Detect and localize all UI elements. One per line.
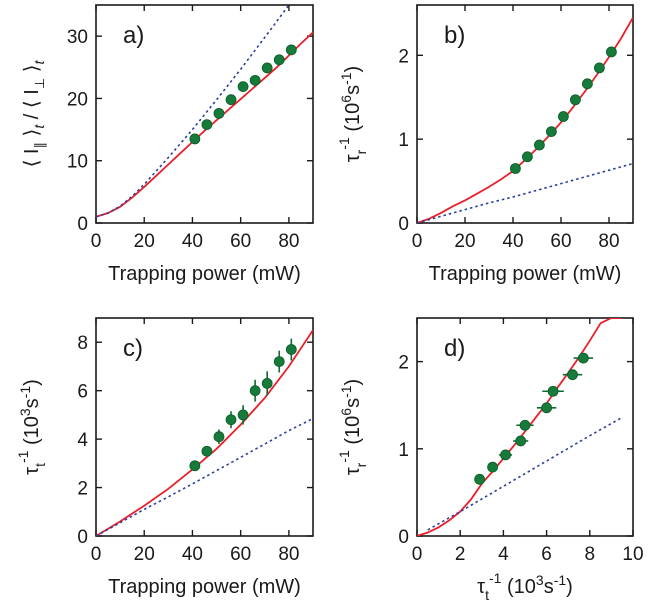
y-axis-label: τr-1 (106s-1) bbox=[336, 66, 369, 162]
data-point bbox=[237, 81, 249, 92]
x-axis-label: τt-1 (103s-1) bbox=[477, 570, 573, 603]
x-tick-label: 0 bbox=[91, 231, 102, 252]
data-point bbox=[273, 54, 285, 66]
y-axis-label: τr-1 (106s-1) bbox=[336, 379, 369, 475]
data-point bbox=[285, 44, 297, 56]
panel-b: 0 20 40 60 80 0 1 2 b) Trapping power (mW) τr-1 (1… bbox=[336, 4, 634, 285]
data-point bbox=[567, 369, 578, 381]
data-point bbox=[487, 461, 499, 473]
panel-a: 0 20 40 60 80 0 10 20 30 a) Trapping power (mW) ⟨ I… bbox=[21, 4, 314, 285]
x-tick-label: 10 bbox=[622, 544, 643, 565]
data-point bbox=[570, 94, 581, 106]
y-tick-label: 30 bbox=[67, 27, 88, 48]
y-tick-label: 1 bbox=[398, 440, 409, 461]
y-tick-label: 8 bbox=[77, 333, 88, 354]
data-point bbox=[582, 78, 593, 90]
x-tick-label: 0 bbox=[412, 231, 423, 252]
data-point bbox=[515, 435, 527, 447]
panel-c: 0 20 40 60 80 0 2 4 6 8 c) Trapping power (mW) τt-1 … bbox=[15, 317, 314, 598]
data-point bbox=[189, 133, 201, 145]
x-tick-label: 20 bbox=[134, 231, 155, 252]
x-tick-label: 80 bbox=[278, 231, 299, 252]
y-tick-label: 6 bbox=[77, 382, 88, 403]
data-point bbox=[249, 385, 261, 397]
x-axis-label: Trapping power (mW) bbox=[108, 263, 301, 285]
y-tick-label: 4 bbox=[77, 430, 88, 451]
fit-curve bbox=[96, 329, 313, 536]
x-tick-label: 8 bbox=[585, 544, 596, 565]
data-point bbox=[213, 431, 225, 443]
y-tick-label: 10 bbox=[67, 152, 88, 173]
y-tick-label: 0 bbox=[398, 214, 409, 235]
y-axis-label: τt-1 (103s-1) bbox=[15, 379, 48, 475]
reference-curve bbox=[427, 416, 623, 531]
plot-frame bbox=[416, 4, 634, 224]
panel-label: c) bbox=[123, 335, 143, 362]
y-tick-label: 1 bbox=[398, 130, 409, 151]
data-point bbox=[522, 151, 533, 163]
data-point bbox=[225, 94, 237, 106]
y-tick-label: 20 bbox=[67, 89, 88, 110]
x-tick-label: 40 bbox=[182, 544, 203, 565]
y-tick-label: 2 bbox=[77, 479, 88, 500]
data-point bbox=[189, 460, 201, 472]
y-tick-label: 2 bbox=[398, 46, 409, 67]
x-tick-label: 6 bbox=[541, 544, 552, 565]
panel-label: b) bbox=[444, 22, 465, 49]
data-point bbox=[273, 356, 285, 368]
data-point bbox=[474, 473, 486, 485]
data-point bbox=[225, 414, 237, 426]
x-tick-label: 40 bbox=[502, 231, 523, 252]
data-point bbox=[237, 409, 249, 421]
data-point bbox=[577, 352, 589, 364]
x-tick-label: 0 bbox=[91, 544, 102, 565]
data-point bbox=[261, 377, 273, 389]
data-point bbox=[534, 139, 545, 151]
data-point bbox=[519, 419, 531, 431]
plot-frame bbox=[416, 317, 634, 537]
reference-curve bbox=[96, 5, 290, 218]
plot-frame bbox=[95, 317, 314, 537]
x-tick-label: 60 bbox=[230, 544, 251, 565]
y-tick-label: 0 bbox=[77, 527, 88, 548]
x-tick-label: 60 bbox=[230, 231, 251, 252]
x-tick-label: 40 bbox=[182, 231, 203, 252]
data-point bbox=[201, 119, 213, 130]
data-point bbox=[606, 46, 617, 58]
x-tick-label: 80 bbox=[598, 231, 619, 252]
y-axis-label: ⟨ I∥ ⟩t / ⟨ I⊥ ⟩t bbox=[21, 59, 47, 167]
panel-d: 0 2 4 6 8 10 0 1 2 d) τt-1 (103s-1) τr-1 (106s-1) bbox=[336, 317, 644, 603]
y-tick-label: 0 bbox=[398, 527, 409, 548]
x-tick-label: 0 bbox=[412, 544, 423, 565]
y-tick-label: 2 bbox=[398, 353, 409, 374]
x-tick-label: 20 bbox=[134, 544, 155, 565]
data-point bbox=[213, 107, 225, 119]
data-point bbox=[558, 111, 569, 122]
data-point bbox=[285, 344, 297, 355]
fit-curve bbox=[96, 31, 313, 218]
data-point bbox=[261, 62, 273, 74]
data-point bbox=[510, 163, 521, 174]
data-point bbox=[541, 402, 552, 414]
y-tick-label: 0 bbox=[77, 214, 88, 235]
data-point bbox=[546, 126, 557, 138]
data-point bbox=[500, 449, 511, 461]
reference-curve bbox=[417, 162, 633, 223]
x-axis-label: Trapping power (mW) bbox=[429, 263, 622, 285]
x-axis-label: Trapping power (mW) bbox=[108, 576, 301, 598]
x-tick-label: 20 bbox=[454, 231, 475, 252]
data-point bbox=[249, 74, 261, 86]
panel-label: d) bbox=[444, 335, 465, 362]
data-point bbox=[201, 445, 213, 457]
data-point bbox=[547, 385, 559, 397]
panel-label: a) bbox=[123, 22, 144, 49]
x-tick-label: 2 bbox=[455, 544, 466, 565]
x-tick-label: 4 bbox=[498, 544, 509, 565]
x-tick-label: 80 bbox=[278, 544, 299, 565]
data-point bbox=[594, 62, 605, 74]
x-tick-label: 60 bbox=[550, 231, 571, 252]
reference-curve bbox=[96, 417, 313, 536]
plot-frame bbox=[95, 4, 314, 224]
